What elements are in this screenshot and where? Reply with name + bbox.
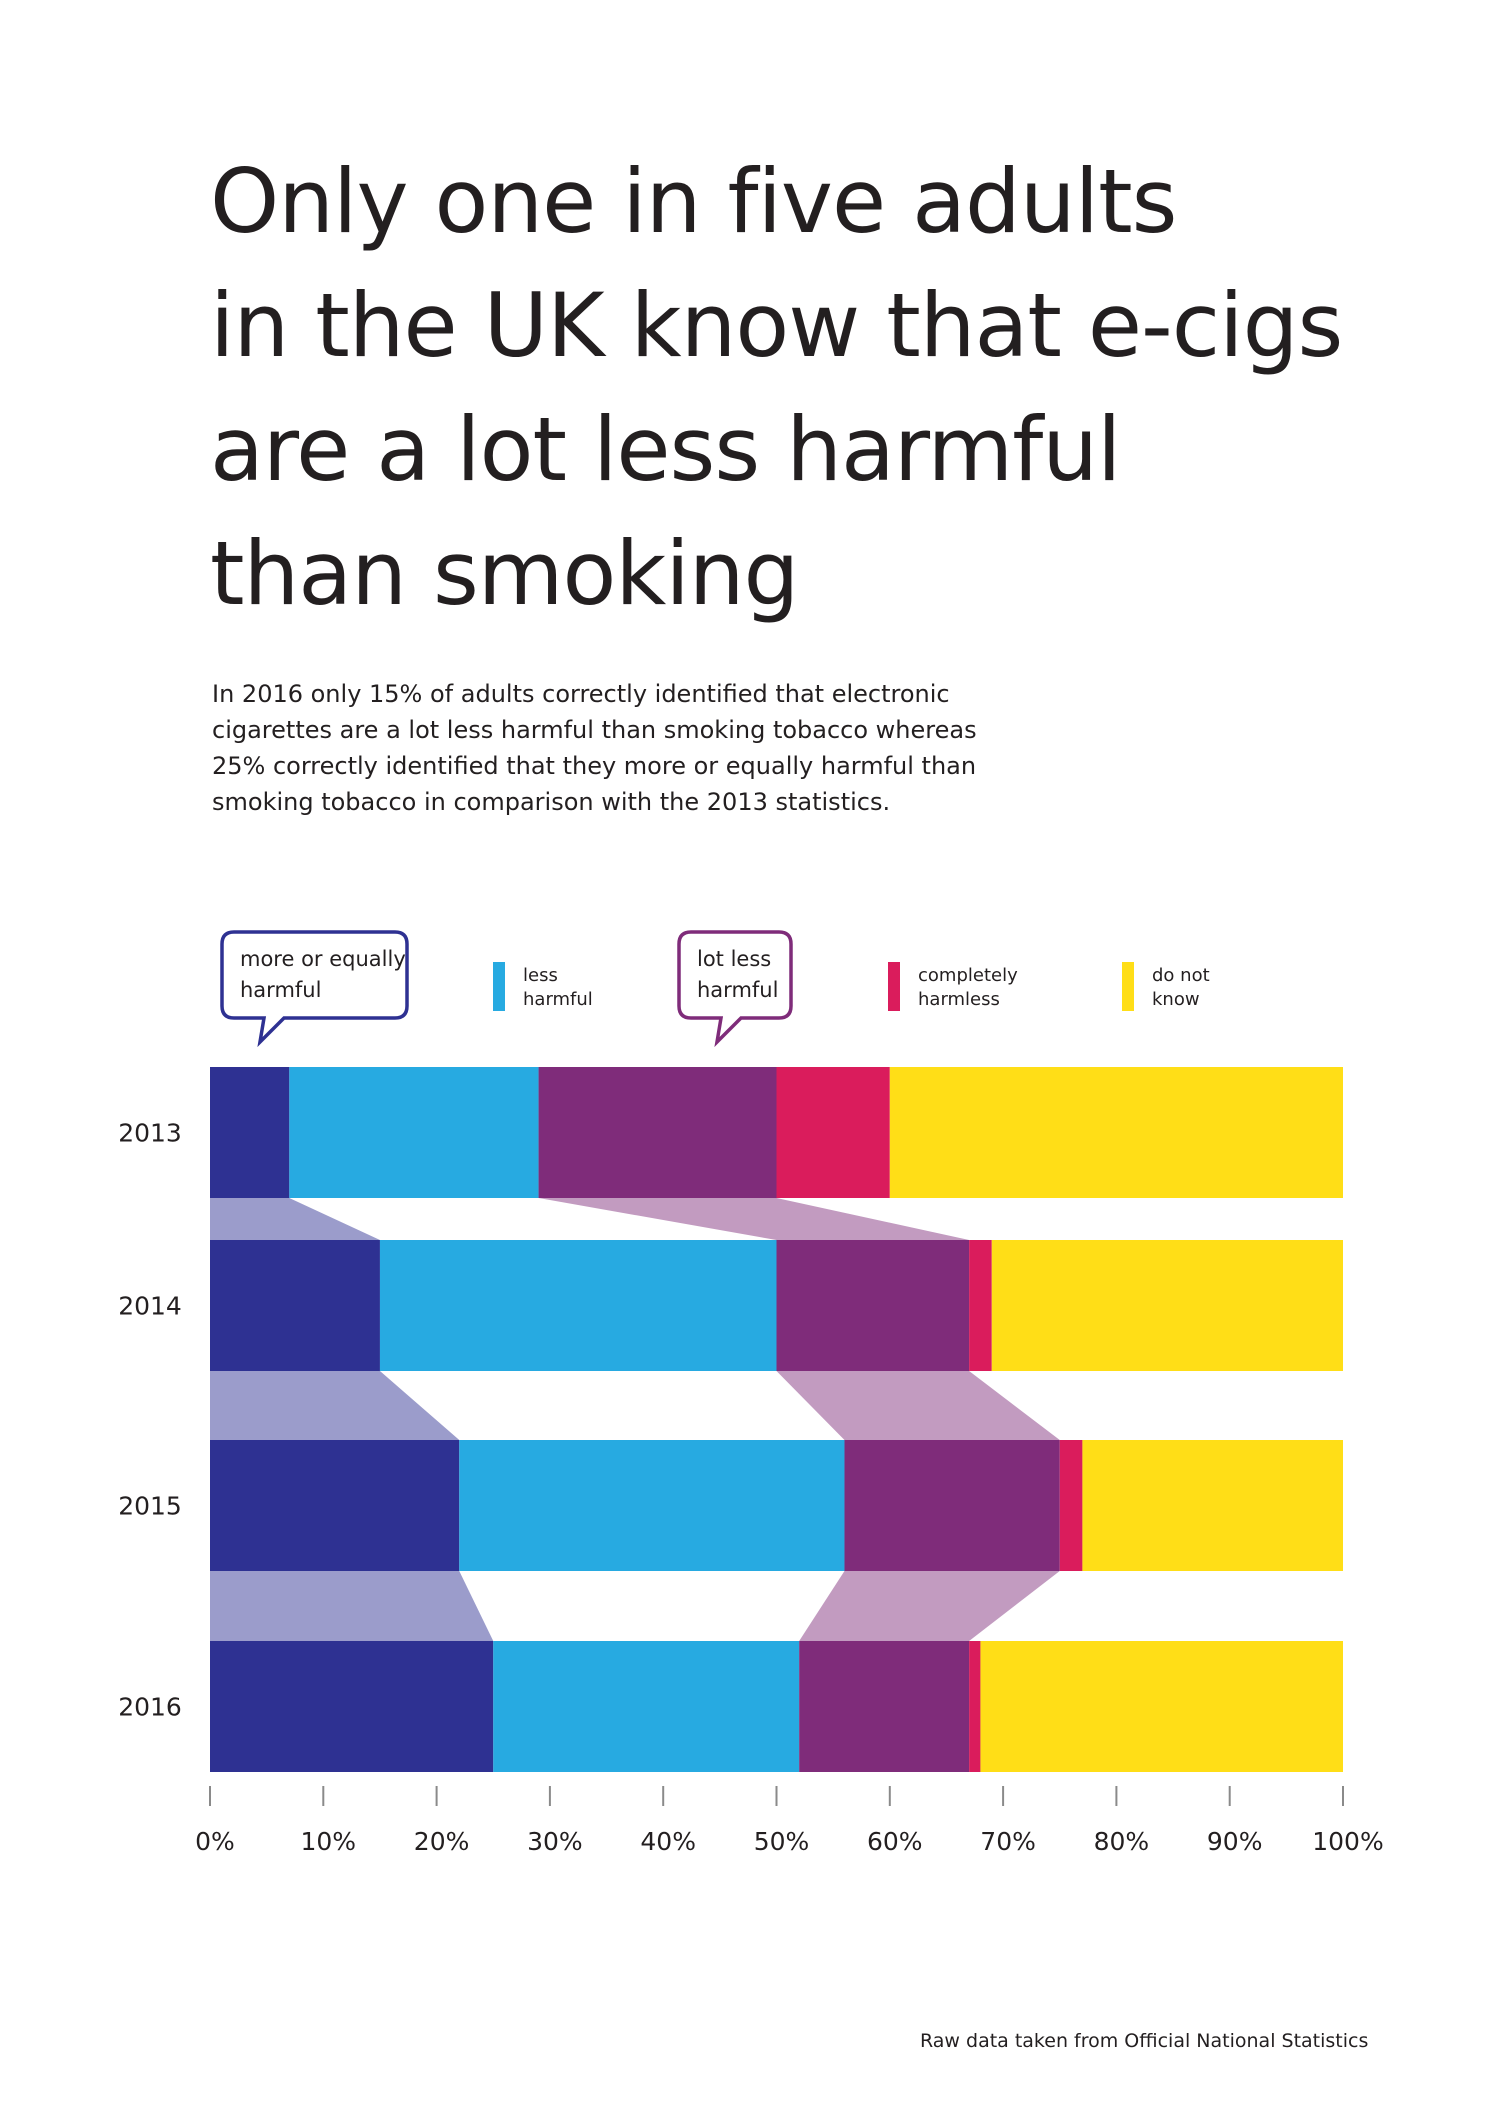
legend-bubble-more-or-equally-harmful [220,930,409,1048]
x-tick-label: 90% [1207,1827,1263,1856]
legend-label: harmful [697,978,778,1002]
intro-line: cigarettes are a lot less harmful than s… [212,716,977,744]
title-line: Only one in five adults [210,150,1177,253]
legend-swatch-less-harmful [493,962,505,1011]
bar-segment-less-harmful [379,1240,777,1371]
legend-label: do not [1152,965,1210,986]
bar-segment-less-harmful [493,1641,800,1772]
bar-segment-do-not-know [980,1641,1343,1772]
bar-segment-do-not-know [991,1240,1343,1371]
legend-swatch-completely-harmless [888,962,900,1011]
bar-segment-more-or-equally-harmful [210,1240,380,1371]
intro-line: smoking tobacco in comparison with the 2… [212,788,891,816]
x-tick-label: 40% [640,1827,696,1856]
bar-segment-less-harmful [289,1067,539,1198]
legend-label: more or equally [240,947,406,971]
legend-label: harmful [240,978,321,1002]
legend-bubble-lot-less-harmful [677,930,793,1048]
x-tick-label: 20% [414,1827,470,1856]
bar-segment-completely-harmless [776,1067,890,1198]
category-label: 2015 [118,1492,182,1521]
bar-segment-lot-less-harmful [776,1240,970,1371]
connector-lot-less-harmful [799,1571,1060,1641]
category-label: 2013 [118,1119,182,1148]
connector-more-or-equally-harmful [210,1371,460,1440]
legend-label: know [1152,989,1200,1010]
legend-label: harmful [523,989,593,1010]
bar-segment-lot-less-harmful [844,1440,1060,1571]
intro-paragraph: In 2016 only 15% of adults correctly ide… [212,676,1112,820]
bar-segment-lot-less-harmful [538,1067,777,1198]
x-tick-label: 80% [1094,1827,1150,1856]
x-tick-label: 10% [301,1827,357,1856]
bar-segment-more-or-equally-harmful [210,1641,494,1772]
x-tick-label: 0% [195,1827,235,1856]
intro-line: 25% correctly identified that they more … [212,752,977,780]
bar-segment-more-or-equally-harmful [210,1440,460,1571]
title-line: are a lot less harmful [210,398,1121,501]
intro-line: In 2016 only 15% of adults correctly ide… [212,680,950,708]
connector-more-or-equally-harmful [210,1198,380,1240]
connector-more-or-equally-harmful [210,1571,494,1641]
x-tick-label: 100% [1312,1827,1383,1856]
bar-segment-lot-less-harmful [799,1641,970,1772]
title-line: than smoking [210,522,799,625]
legend-label: harmless [918,989,1000,1010]
bar-segment-more-or-equally-harmful [210,1067,290,1198]
bar-segment-completely-harmless [969,1240,992,1371]
source-note: Raw data taken from Official National St… [920,2030,1369,2052]
connector-lot-less-harmful [538,1198,970,1240]
bar-segment-do-not-know [889,1067,1343,1198]
legend-label: lot less [697,947,771,971]
connector-lot-less-harmful [776,1371,1060,1440]
bar-segment-less-harmful [459,1440,845,1571]
category-label: 2014 [118,1292,182,1321]
page-title: Only one in five adults in the UK know t… [210,140,1360,636]
legend-swatch-do-not-know [1122,962,1134,1011]
x-tick-label: 30% [527,1827,583,1856]
bar-segment-do-not-know [1082,1440,1343,1571]
stacked-bar-chart: 2013 2014 2015 2016 0% 10% 20% 30% 40% 50% 60% 70% 8… [118,930,1384,1856]
x-tick-label: 50% [754,1827,810,1856]
category-label: 2016 [118,1693,182,1722]
legend-label: less [523,965,558,986]
bar-segment-completely-harmless [1059,1440,1083,1571]
x-tick-label: 70% [980,1827,1036,1856]
x-tick-label: 60% [867,1827,923,1856]
bar-segment-completely-harmless [969,1641,981,1772]
title-line: in the UK know that e-cigs [210,274,1343,377]
legend-label: completely [918,965,1018,986]
